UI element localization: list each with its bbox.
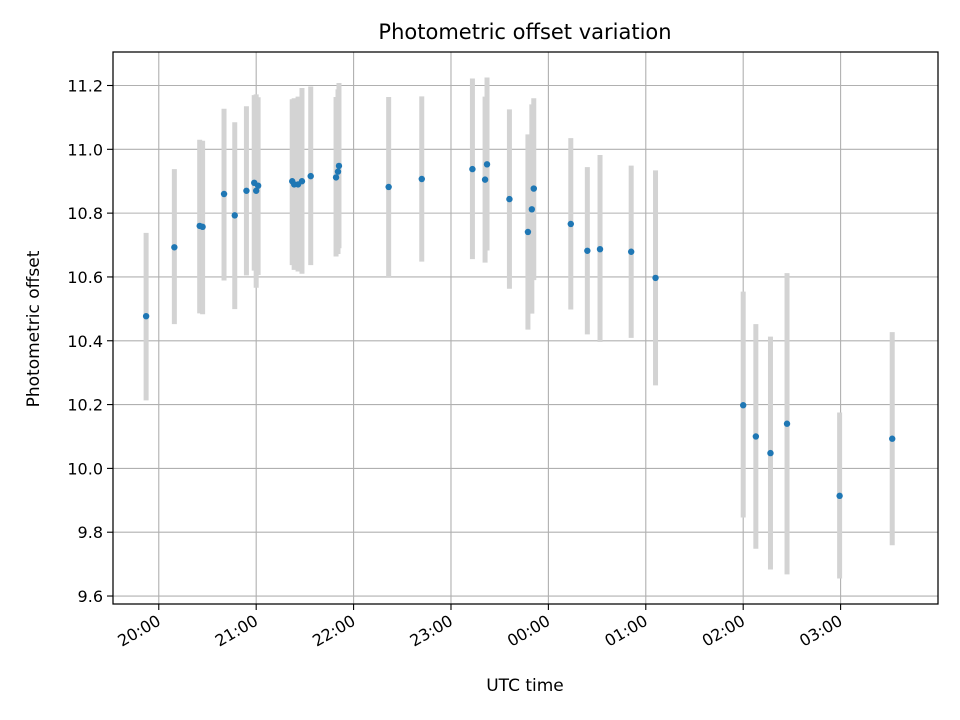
data-point bbox=[254, 182, 262, 189]
data-point bbox=[231, 212, 238, 219]
y-tick-label: 10.6 bbox=[67, 268, 103, 287]
data-point bbox=[567, 220, 574, 228]
data-point bbox=[142, 312, 150, 320]
data-point bbox=[334, 168, 342, 175]
data-point bbox=[836, 492, 843, 500]
data-point bbox=[171, 244, 178, 251]
data-point bbox=[524, 228, 532, 236]
data-point bbox=[220, 190, 228, 198]
data-point bbox=[584, 247, 591, 254]
data-point bbox=[752, 433, 760, 440]
data-point bbox=[652, 274, 659, 282]
y-axis-title: Photometric offset bbox=[24, 250, 44, 407]
y-tick-label: 10.0 bbox=[67, 459, 103, 478]
data-point bbox=[889, 435, 896, 442]
data-point bbox=[783, 420, 791, 427]
y-tick-label: 10.8 bbox=[67, 204, 103, 223]
chart-title: Photometric offset variation bbox=[378, 20, 671, 44]
y-tick-label: 9.8 bbox=[78, 523, 103, 542]
data-point bbox=[483, 161, 491, 168]
data-point bbox=[332, 174, 340, 181]
data-point bbox=[506, 195, 513, 203]
data-point bbox=[243, 187, 250, 194]
data-point bbox=[596, 245, 604, 253]
data-point bbox=[739, 402, 747, 409]
y-axis: 9.6 9.8 10.0 10.2 10.4 10.6 10.8 11.0 11.2 bbox=[67, 77, 113, 606]
y-tick-label: 11.2 bbox=[67, 77, 103, 96]
data-point bbox=[307, 172, 314, 180]
data-point bbox=[385, 183, 392, 191]
data-point bbox=[469, 165, 476, 173]
x-axis-title: UTC time bbox=[486, 676, 564, 696]
data-point bbox=[481, 176, 489, 183]
plot-frame bbox=[112, 51, 939, 605]
data-point bbox=[767, 449, 774, 457]
y-tick-label: 10.2 bbox=[67, 396, 103, 415]
data-point bbox=[199, 223, 206, 231]
data-point bbox=[418, 175, 425, 183]
data-point bbox=[528, 206, 536, 213]
data-points bbox=[142, 161, 896, 500]
data-point bbox=[530, 185, 537, 192]
data-point bbox=[627, 248, 635, 255]
y-tick-label: 9.6 bbox=[78, 587, 103, 606]
data-point bbox=[335, 162, 343, 170]
y-tick-label: 11.0 bbox=[67, 140, 103, 159]
data-point bbox=[298, 178, 306, 185]
y-tick-label: 10.4 bbox=[67, 332, 103, 351]
data-point bbox=[252, 187, 260, 194]
